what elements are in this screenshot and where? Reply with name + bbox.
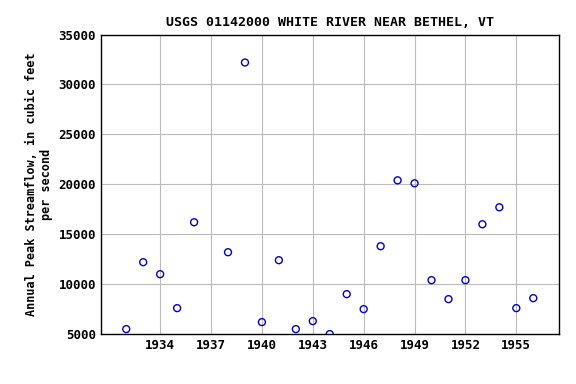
Point [359,306,368,312]
Point [511,305,521,311]
Point [529,295,538,301]
Point [308,318,317,324]
Point [325,331,335,337]
Point [444,296,453,302]
Point [274,257,283,263]
Point [190,219,199,225]
Point [156,271,165,277]
Point [495,204,504,210]
Point [291,326,301,332]
Point [257,319,267,325]
Point [240,60,249,66]
Point [478,221,487,227]
Point [223,249,233,255]
Y-axis label: Annual Peak Streamflow, in cubic feet
per second: Annual Peak Streamflow, in cubic feet pe… [25,53,53,316]
Title: USGS 01142000 WHITE RIVER NEAR BETHEL, VT: USGS 01142000 WHITE RIVER NEAR BETHEL, V… [166,16,494,29]
Point [172,305,181,311]
Point [410,180,419,186]
Point [393,177,402,184]
Point [461,277,470,283]
Point [376,243,385,249]
Point [342,291,351,297]
Point [122,326,131,332]
Point [427,277,436,283]
Point [139,259,148,265]
